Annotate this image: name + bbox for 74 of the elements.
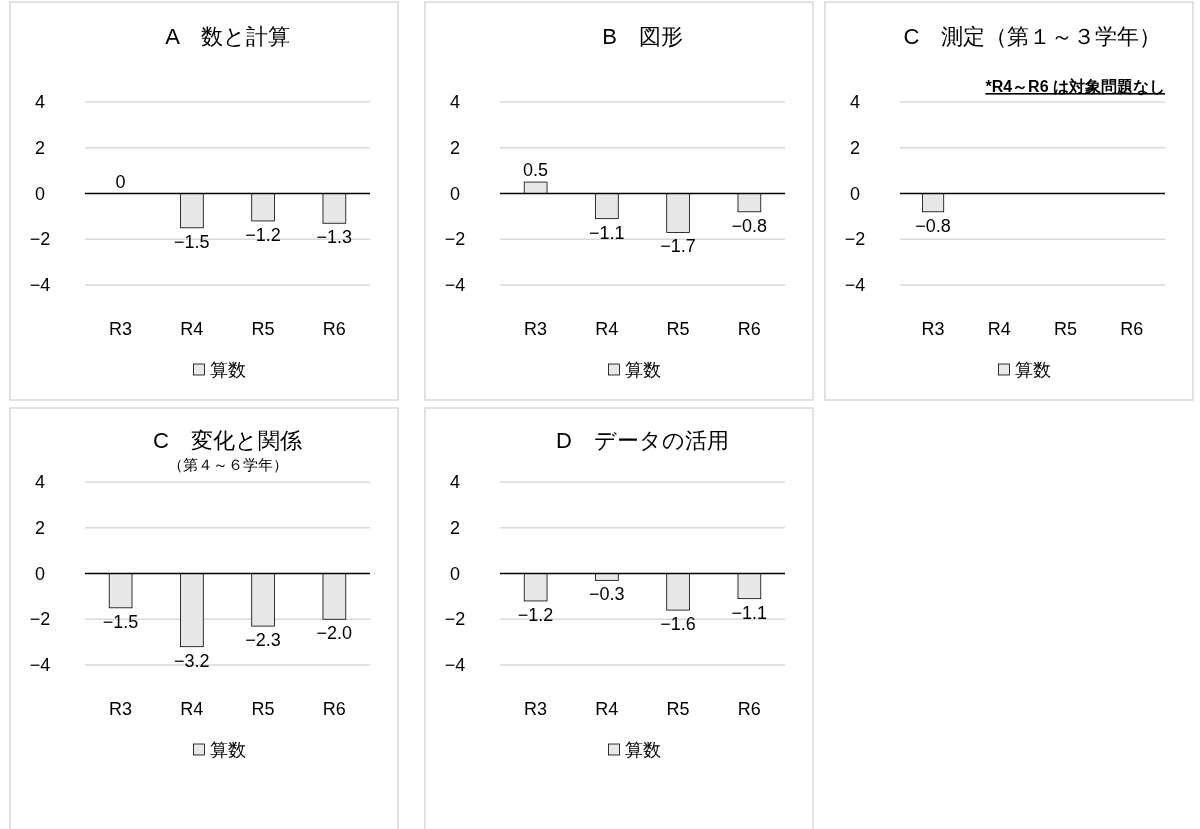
chart-title: B 図形: [602, 24, 683, 49]
y-tick-label: 2: [34, 517, 46, 538]
chart-subtitle: （第４～６学年）: [167, 456, 288, 473]
x-tick-label: R3: [921, 319, 945, 339]
data-label: −2.3: [245, 630, 281, 651]
data-label: −0.8: [915, 215, 951, 236]
x-tick-label: R4: [180, 699, 204, 719]
y-tick-label: −2: [29, 609, 51, 630]
data-label: −1.2: [517, 604, 554, 625]
y-tick-label: 0: [34, 563, 46, 584]
data-label: 0: [115, 171, 126, 192]
y-tick-label: −4: [844, 275, 866, 295]
y-tick-label: 2: [449, 137, 461, 158]
x-tick-label: R4: [595, 699, 619, 719]
y-tick-label: 0: [849, 183, 861, 204]
chart-title: C 測定（第１～３学年）: [903, 24, 1162, 49]
x-tick-label: R3: [524, 319, 548, 339]
data-label: −3.2: [174, 650, 210, 671]
data-label: −1.6: [660, 614, 696, 635]
y-tick-label: −2: [444, 229, 466, 250]
x-tick-label: R3: [109, 319, 133, 339]
data-label: 0.5: [523, 160, 549, 181]
x-tick-label: R5: [666, 319, 690, 339]
data-label: −0.8: [731, 215, 768, 236]
y-tick-label: 0: [449, 563, 461, 584]
y-tick-label: −4: [444, 655, 466, 675]
chart-title: C 変化と関係: [153, 428, 302, 453]
y-tick-label: −4: [444, 275, 466, 295]
y-tick-label: 4: [34, 92, 46, 112]
x-tick-label: R6: [1120, 319, 1144, 339]
data-label: −1.5: [174, 231, 210, 252]
x-tick-label: R4: [180, 319, 204, 339]
y-tick-label: 0: [34, 183, 46, 204]
y-tick-label: 4: [449, 92, 461, 112]
data-label: −1.3: [316, 227, 353, 248]
y-tick-label: 2: [34, 137, 46, 158]
x-tick-label: R5: [1054, 319, 1078, 339]
x-tick-label: R6: [322, 319, 346, 339]
text: *R4～R6 は対象問題なし: [985, 77, 1165, 96]
x-tick-label: R5: [666, 699, 690, 719]
data-label: −1.7: [660, 236, 696, 257]
x-tick-label: R3: [524, 699, 548, 719]
x-tick-label: R6: [737, 319, 761, 339]
y-tick-label: −4: [29, 275, 51, 295]
y-tick-label: −2: [844, 229, 866, 250]
y-tick-label: 4: [34, 472, 46, 492]
data-label: −1.1: [589, 222, 625, 243]
x-tick-label: R3: [109, 699, 133, 719]
legend-label: 算数: [624, 360, 661, 380]
legend-label: 算数: [624, 740, 661, 760]
data-label: −2.0: [316, 623, 353, 644]
y-tick-label: 4: [849, 92, 861, 112]
data-label: −0.3: [589, 584, 625, 605]
x-tick-label: R6: [322, 699, 346, 719]
y-tick-label: 2: [849, 137, 861, 158]
y-tick-label: −4: [29, 655, 51, 675]
chart-title: D データの活用: [556, 428, 729, 453]
y-tick-label: −2: [29, 229, 51, 250]
legend-label: 算数: [1014, 360, 1051, 380]
y-tick-label: 4: [449, 472, 461, 492]
legend-label: 算数: [209, 740, 246, 760]
data-label: −1.2: [245, 224, 281, 245]
y-tick-label: 0: [449, 183, 461, 204]
x-tick-label: R5: [251, 319, 275, 339]
x-tick-label: R4: [987, 319, 1011, 339]
x-tick-label: R6: [737, 699, 761, 719]
y-tick-label: 2: [449, 517, 461, 538]
legend-label: 算数: [209, 360, 246, 380]
chart-title: A 数と計算: [165, 24, 290, 49]
x-tick-label: R4: [595, 319, 619, 339]
x-tick-label: R5: [251, 699, 275, 719]
data-label: −1.1: [731, 602, 768, 623]
data-label: −1.5: [102, 611, 139, 632]
y-tick-label: −2: [444, 609, 466, 630]
